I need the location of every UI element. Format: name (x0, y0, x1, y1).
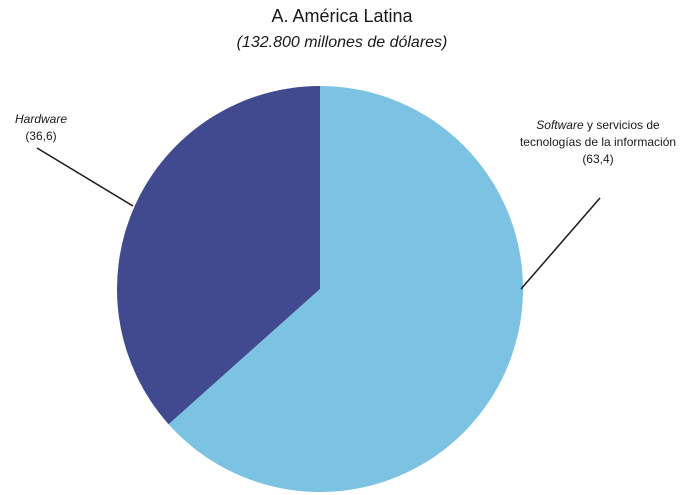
chart-title: A. América Latina (271, 6, 413, 26)
slice-label-software: Software y servicios de tecnologías de l… (516, 117, 680, 168)
pie-slice-software (168, 86, 523, 492)
slice-label-software-value: (63,4) (582, 152, 614, 166)
slice-label-hardware: Hardware (36,6) (0, 111, 82, 145)
slice-label-hardware-name: Hardware (14, 112, 68, 126)
slice-label-hardware-value: (36,6) (25, 129, 57, 143)
pie-slice-hardware (116, 85, 320, 425)
slice-label-software-rest: y servicios de tecnologías de la informa… (519, 118, 677, 149)
leader-line-software (520, 197, 601, 290)
chart-subtitle: (132.800 millones de dólares) (236, 34, 448, 51)
leader-line-hardware (36, 147, 134, 207)
slice-label-software-name: Software (536, 118, 584, 132)
